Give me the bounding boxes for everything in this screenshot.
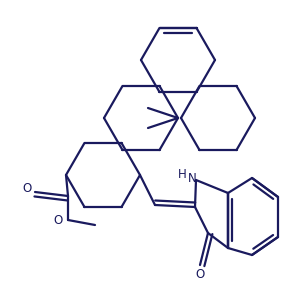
Text: H: H xyxy=(178,168,186,180)
Text: O: O xyxy=(22,182,32,195)
Text: O: O xyxy=(53,213,63,226)
Text: N: N xyxy=(188,171,196,184)
Text: O: O xyxy=(195,269,205,282)
